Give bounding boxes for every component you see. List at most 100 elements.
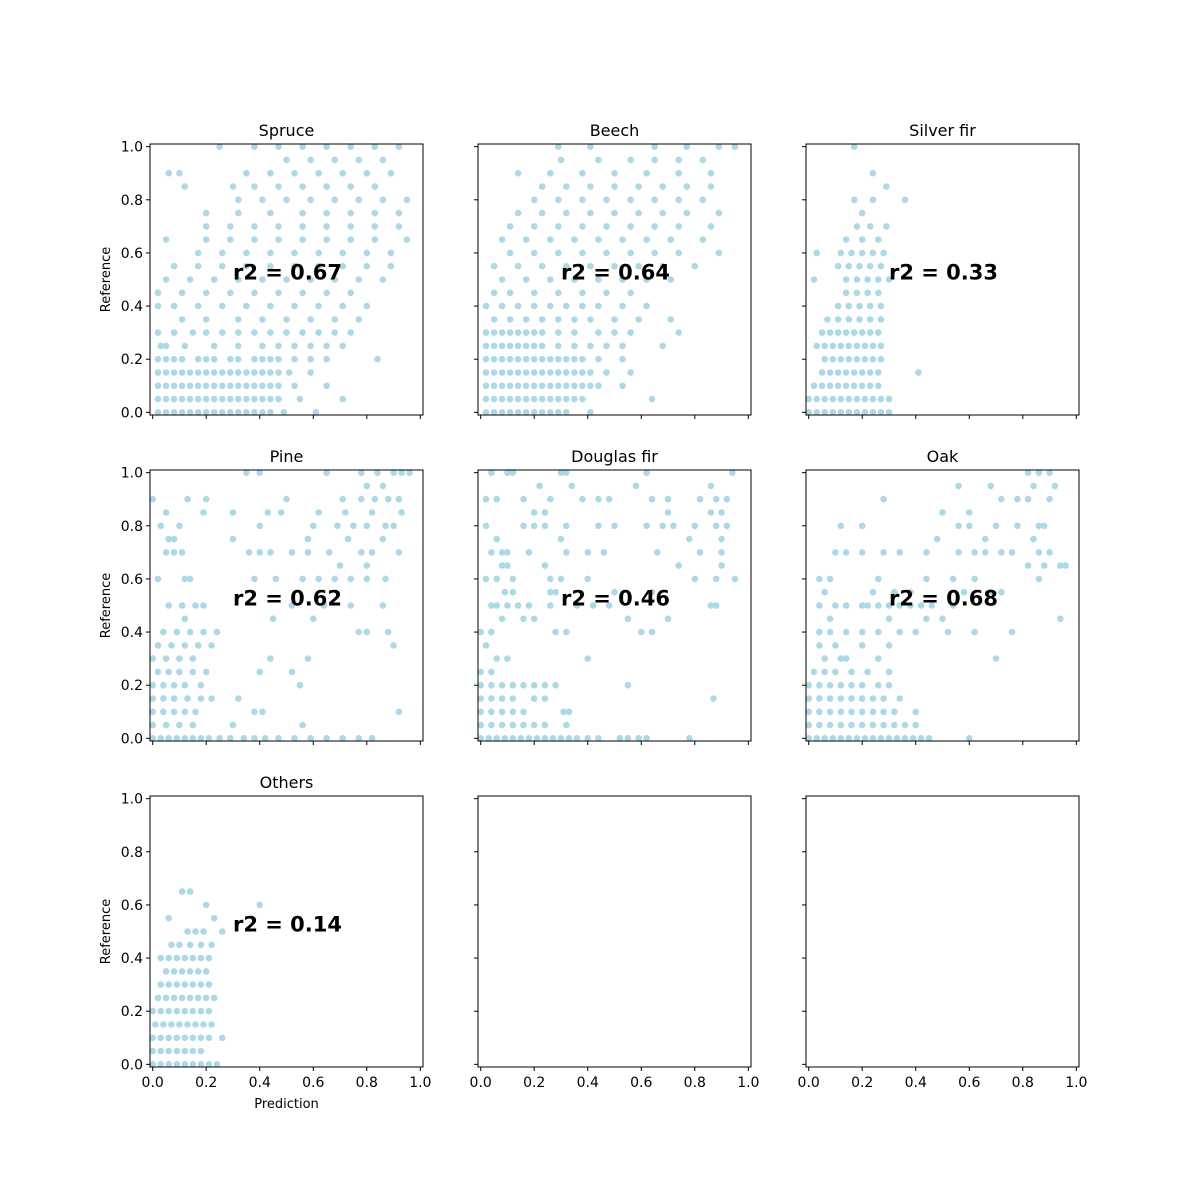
scatter-point [229,509,237,516]
scatter-point [584,575,591,583]
scatter-point [216,735,223,742]
scatter-point [821,395,828,403]
plot-frame [805,469,1080,742]
scatter-point [834,302,842,310]
scatter-point [149,1061,156,1068]
scatter-point [605,602,613,609]
scatter-point [845,302,853,310]
scatter-point [866,369,874,376]
scatter-point [267,209,274,217]
scatter-point [555,369,562,376]
scatter-point [162,342,170,350]
plot-frame [477,795,752,1068]
scatter-point [506,249,514,257]
scatter-point [219,928,226,935]
scatter-point [707,169,715,177]
scatter-point [530,355,538,363]
scatter-point [347,236,355,243]
scatter-point [149,721,156,729]
scatter-point [571,382,578,390]
scatter-point [541,509,549,516]
scatter-point [925,735,933,742]
scatter-point [837,409,845,416]
scatter-point [165,1047,172,1055]
scatter-point [584,735,591,742]
scatter-point [347,209,355,217]
scatter-point [197,681,205,689]
scatter-point [850,329,858,336]
scatter-point [520,708,527,716]
scatter-point [603,342,610,350]
scatter-point [189,1007,197,1015]
y-tick-label: 0.4 [121,625,143,641]
scatter-point [848,721,855,729]
scatter-point [219,329,226,336]
scatter-point [219,395,226,403]
scatter-point [194,382,202,390]
scatter-point [251,223,258,230]
scatter-point [619,382,626,390]
scatter-point [323,223,330,230]
scatter-point [219,409,226,416]
scatter-point [312,409,320,416]
scatter-point [202,495,210,503]
scatter-point [160,695,167,702]
scatter-point [858,522,866,530]
scatter-point [555,249,562,257]
scatter-point [160,708,167,716]
scatter-point [219,262,226,270]
scatter-point [514,355,522,363]
scatter-point [1030,482,1037,490]
scatter-point [368,735,376,742]
scatter-point [538,409,546,416]
scatter-point [291,262,298,270]
scatter-point [810,276,818,283]
scatter-point [643,169,650,177]
scatter-point [299,143,306,150]
scatter-point [178,602,186,609]
scatter-point [165,735,172,742]
scatter-point [520,522,527,530]
scatter-point [272,575,280,583]
scatter-point [347,329,355,336]
scatter-point [506,355,514,363]
scatter-point [227,382,234,390]
scatter-point [251,382,258,390]
scatter-point [176,721,183,729]
scatter-point [522,316,530,323]
scatter-point [712,575,720,583]
scatter-point [821,409,828,416]
scatter-point [683,143,691,150]
scatter-point [856,262,863,270]
scatter-point [259,196,266,204]
scatter-point [186,575,194,583]
scatter-point [912,628,919,636]
scatter-point [960,588,968,596]
scatter-point [504,562,511,569]
scatter-point [243,262,250,270]
scatter-point [202,369,210,376]
scatter-point [374,469,381,477]
scatter-point [368,509,376,516]
scatter-point [379,196,387,204]
scatter-point [202,382,210,390]
y-tick-label: 0.0 [121,405,143,421]
scatter-point [170,262,178,270]
scatter-point [861,342,869,350]
scatter-point [885,735,893,742]
scatter-point [826,695,834,702]
scatter-point [866,382,874,390]
scatter-point [1057,615,1064,623]
scatter-point [710,695,717,702]
scatter-point [202,209,210,217]
scatter-point [227,223,234,230]
scatter-point [557,575,565,583]
scatter-point [154,994,162,1002]
scatter-point [718,535,725,543]
scatter-point [654,549,661,556]
scatter-point [149,1007,156,1015]
scatter-point [810,382,818,390]
scatter-point [541,681,549,689]
scatter-point [651,156,658,164]
scatter-point [635,735,642,742]
